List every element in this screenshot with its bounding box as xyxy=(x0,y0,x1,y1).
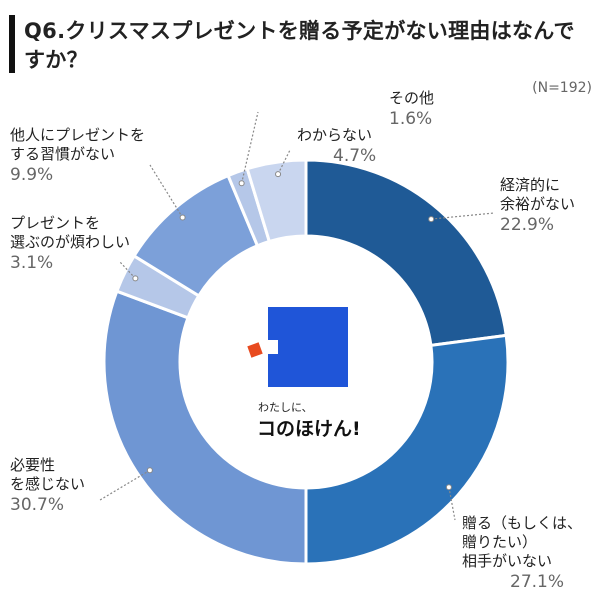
leader-dot xyxy=(428,216,435,223)
slice-dont-know xyxy=(245,158,308,244)
label-not-necessary: 必要性 を感じない 30.7% xyxy=(10,456,86,515)
leader-line xyxy=(241,111,259,184)
leader-line xyxy=(431,212,495,220)
label-no-recipient: 贈る（もしくは、 贈りたい） 相手がいない 27.1% xyxy=(462,514,583,592)
leader-dot xyxy=(132,275,139,282)
leader-line xyxy=(277,149,291,175)
leader-line xyxy=(149,164,184,218)
slice-not-necessary xyxy=(102,289,308,566)
leader-dot xyxy=(445,484,452,491)
label-dont-know: わからない 4.7% xyxy=(297,126,377,166)
slice-economic xyxy=(304,158,508,348)
leader-line xyxy=(448,487,456,521)
sample-size: (N=192) xyxy=(532,80,592,96)
chart-title: Q6.クリスマスプレゼントを贈る予定がない理由はなんですか？ xyxy=(24,19,575,72)
leader-dot xyxy=(179,214,186,221)
label-other: その他 1.6% xyxy=(389,89,435,129)
leader-line xyxy=(99,469,151,501)
leader-dot xyxy=(238,180,245,187)
brand-logo xyxy=(247,307,348,387)
label-troublesome: プレゼントを 選ぶのが煩わしい 3.1% xyxy=(10,214,131,273)
brand-tagline: わたしに、 xyxy=(258,401,313,414)
leader-dot xyxy=(146,467,153,474)
title-accent-bar xyxy=(9,15,15,73)
slice-no-recipient xyxy=(304,333,510,566)
label-economic: 経済的に 余裕がない 22.9% xyxy=(500,176,576,235)
label-no-habit: 他人にプレゼントを する習慣がない 9.9% xyxy=(10,126,146,185)
leader-dot xyxy=(275,171,282,178)
brand-name: コのほけん! xyxy=(257,418,361,440)
